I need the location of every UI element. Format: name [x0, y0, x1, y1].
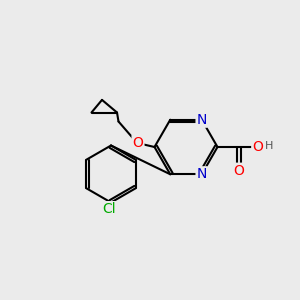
- Text: Cl: Cl: [103, 202, 116, 216]
- Text: O: O: [133, 136, 143, 149]
- Text: O: O: [252, 140, 263, 154]
- Text: H: H: [265, 141, 273, 151]
- Text: N: N: [196, 113, 207, 127]
- Text: N: N: [196, 167, 207, 181]
- Text: O: O: [234, 164, 244, 178]
